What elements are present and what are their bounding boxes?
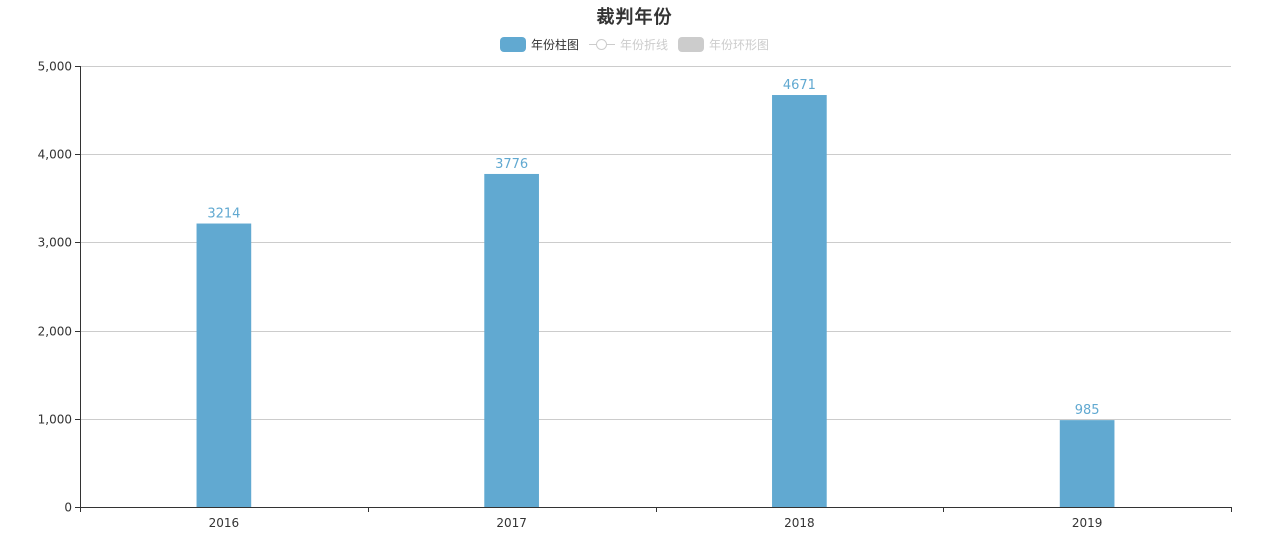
bar [772, 95, 827, 508]
x-tick-label: 2018 [784, 516, 815, 530]
bar [196, 223, 252, 507]
bar-value-label: 3214 [207, 207, 240, 222]
legend-ring-label: 年份环形图 [709, 38, 770, 52]
legend-item-bar[interactable]: 年份柱图 [499, 36, 579, 53]
bar [484, 173, 539, 508]
bar [1059, 420, 1115, 507]
x-tick-label: 2017 [496, 516, 527, 530]
y-tick-label: 2,000 [38, 325, 72, 339]
x-tick-label: 2016 [209, 516, 240, 530]
legend-line-swatch [588, 37, 615, 52]
legend-ring-swatch [678, 37, 704, 52]
y-tick-label: 4,000 [38, 148, 72, 162]
y-tick-label: 3,000 [38, 236, 72, 250]
legend-item-ring[interactable]: 年份环形图 [678, 36, 769, 53]
y-tick-label: 1,000 [38, 413, 72, 427]
legend-item-line[interactable]: 年份折线 [588, 36, 668, 53]
legend-line-label: 年份折线 [619, 38, 668, 52]
legend-bar-swatch [499, 37, 526, 52]
x-tick-label: 2019 [1072, 516, 1103, 530]
bar-value-label: 3776 [495, 157, 528, 172]
bar-value-label: 4671 [783, 78, 816, 93]
chart-title: 裁判年份 [596, 7, 673, 28]
chart-legend: 年份柱图 年份折线 年份环形图 [0, 36, 1269, 53]
y-tick-label: 0 [64, 501, 72, 515]
bar-value-label: 985 [1075, 403, 1100, 418]
y-tick-label: 5,000 [38, 60, 72, 74]
legend-bar-label: 年份柱图 [530, 38, 579, 52]
